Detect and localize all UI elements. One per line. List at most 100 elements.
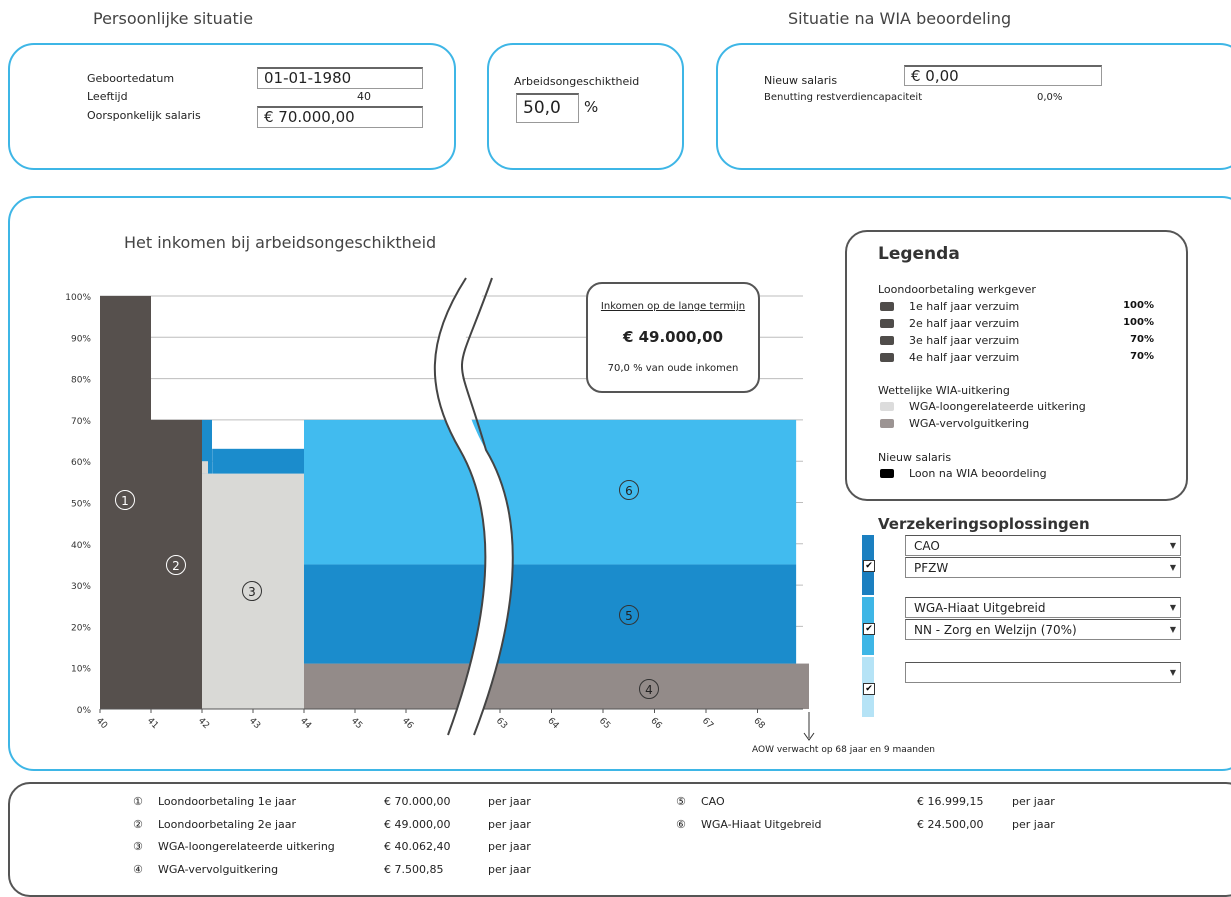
legend-swatch	[880, 336, 894, 345]
chart-panel	[8, 196, 1231, 771]
summary-label: WGA-Hiaat Uitgebreid	[701, 817, 822, 831]
x-tick-label: 44	[298, 716, 313, 731]
legend-label: WGA-vervolguitkering	[909, 417, 1030, 430]
insurance-select-empty[interactable]: ▼	[905, 662, 1181, 683]
segment-cao-step-2	[212, 448, 304, 474]
summary-number: ⑤	[676, 795, 686, 808]
summary-amount: € 7.500,85	[384, 862, 444, 876]
axis-break-right-line	[461, 277, 514, 736]
legend-percentage: 70%	[1130, 351, 1154, 362]
segment-wga-step	[202, 461, 208, 474]
segment-marker-4: 4	[639, 679, 659, 699]
summary-period: per jaar	[488, 840, 531, 853]
legend-label: 2e half jaar verzuim	[909, 317, 1020, 330]
chevron-down-icon: ▼	[1169, 541, 1176, 550]
segment-marker-3: 3	[242, 581, 262, 601]
y-tick-label: 10%	[71, 665, 91, 675]
x-tick-label: 65	[597, 716, 612, 731]
x-tick-label: 42	[196, 716, 211, 731]
x-tick-label: 64	[545, 716, 560, 731]
summary-amount: € 49.000,00	[384, 817, 451, 831]
x-tick-label: 67	[700, 716, 715, 731]
legend-box	[845, 230, 1188, 501]
insurance-select-nn[interactable]: NN - Zorg en Welzijn (70%) ▼	[905, 619, 1181, 640]
insurance-select-pfzw[interactable]: PFZW ▼	[905, 557, 1181, 578]
segment-6	[304, 419, 797, 565]
aow-note: AOW verwacht op 68 jaar en 9 maanden	[752, 745, 935, 755]
legend-label: 1e half jaar verzuim	[909, 300, 1020, 313]
age-label: Leeftijd	[87, 90, 128, 103]
legend-percentage: 70%	[1130, 334, 1154, 345]
summary-amount: € 40.062,40	[384, 840, 451, 853]
chevron-down-icon: ▼	[1169, 563, 1176, 572]
legend-label: WGA-loongerelateerde uitkering	[909, 400, 1086, 413]
insurance-title: Verzekeringsoplossingen	[878, 515, 1090, 533]
summary-period: per jaar	[488, 795, 531, 808]
y-tick-label: 40%	[71, 541, 91, 551]
segment-5	[304, 564, 797, 664]
axis-break-left-line	[433, 277, 487, 736]
insurance-select-cao-value: CAO	[914, 539, 940, 553]
personal-panel	[8, 43, 456, 170]
x-tick-label: 46	[400, 716, 415, 731]
dob-input[interactable]: 01-01-1980	[257, 67, 423, 89]
summary-period: per jaar	[488, 862, 531, 876]
insurance-select-wga-hiaat[interactable]: WGA-Hiaat Uitgebreid ▼	[905, 597, 1181, 618]
segment-cao-step	[202, 419, 212, 474]
legend-swatch	[880, 302, 894, 311]
y-tick-label: 70%	[71, 417, 91, 427]
age-value: 40	[357, 90, 371, 103]
x-tick-label: 68	[751, 716, 766, 731]
insurance-select-nn-value: NN - Zorg en Welzijn (70%)	[914, 623, 1077, 637]
x-tick-label: 66	[648, 716, 663, 731]
legend-group-wia: Wettelijke WIA-uitkering	[878, 384, 1010, 397]
x-tick-label: 40	[94, 716, 109, 731]
summary-label: WGA-vervolguitkering	[158, 862, 279, 876]
summary-label: WGA-loongerelateerde uitkering	[158, 840, 335, 853]
legend-group-employer: Loondoorbetaling werkgever	[878, 283, 1036, 296]
x-tick-label: 45	[349, 716, 364, 731]
legend-swatch	[880, 419, 894, 428]
insurance-select-cao[interactable]: CAO ▼	[905, 535, 1181, 556]
legend-swatch	[880, 469, 894, 478]
dob-label: Geboortedatum	[87, 72, 175, 85]
insurance-select-wga-hiaat-value: WGA-Hiaat Uitgebreid	[914, 601, 1046, 615]
axis-break-band	[434, 278, 513, 735]
summary-amount: € 24.500,00	[917, 817, 984, 831]
insurance-checkbox-2[interactable]: ✔	[863, 623, 875, 635]
long-term-note: 70,0 % van oude inkomen	[607, 363, 739, 374]
after-wia-panel	[716, 43, 1231, 170]
summary-period: per jaar	[488, 817, 531, 831]
after-wia-title: Situatie na WIA beoordeling	[788, 9, 1012, 28]
long-term-amount: € 49.000,00	[622, 328, 724, 346]
original-salary-input[interactable]: € 70.000,00	[257, 106, 423, 128]
x-tick-label: 43	[247, 716, 262, 731]
legend-swatch	[880, 402, 894, 411]
legend-label: 3e half jaar verzuim	[909, 334, 1020, 347]
capacity-value: 0,0%	[1037, 92, 1063, 103]
segment-marker-2: 2	[166, 555, 186, 575]
insurance-checkbox-3[interactable]: ✔	[863, 683, 875, 695]
disability-percentage-input[interactable]: 50,0	[516, 93, 579, 123]
y-tick-label: 30%	[71, 582, 91, 592]
summary-label: CAO	[701, 795, 725, 808]
new-salary-input[interactable]: € 0,00	[904, 65, 1102, 86]
legend-swatch	[880, 353, 894, 362]
legend-percentage: 100%	[1123, 317, 1154, 328]
y-tick-label: 100%	[65, 293, 91, 303]
capacity-label: Benutting restverdiencapaciteit	[764, 92, 923, 103]
y-tick-label: 80%	[71, 376, 91, 386]
summary-period: per jaar	[1012, 795, 1055, 808]
disability-label: Arbeidsongeschiktheid	[514, 75, 640, 88]
chevron-down-icon: ▼	[1169, 625, 1176, 634]
legend-group-new-salary: Nieuw salaris	[878, 451, 952, 464]
chevron-down-icon: ▼	[1169, 668, 1176, 677]
summary-number: ②	[133, 817, 143, 831]
chart-title: Het inkomen bij arbeidsongeschiktheid	[124, 233, 437, 252]
y-tick-label: 0%	[77, 706, 92, 716]
segment-marker-1: 1	[115, 490, 135, 510]
x-tick-label: 41	[145, 716, 160, 731]
summary-period: per jaar	[1012, 817, 1055, 831]
insurance-checkbox-1[interactable]: ✔	[863, 560, 875, 572]
